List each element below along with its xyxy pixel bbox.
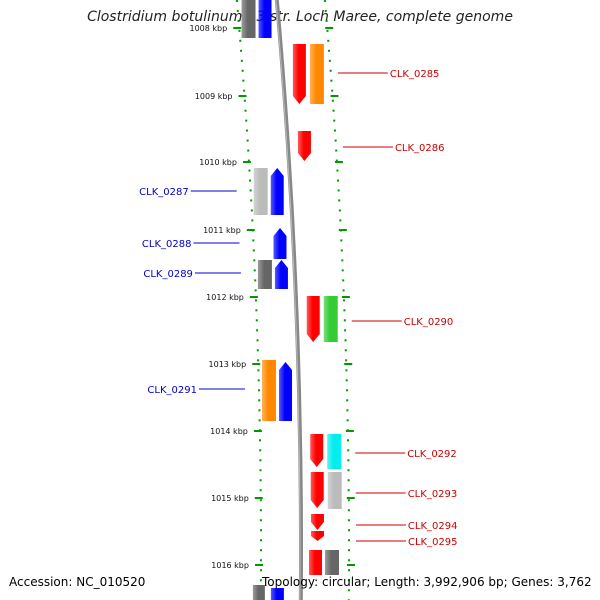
kbp-tick-label: 1015 kbp	[211, 494, 249, 503]
kbp-tick-label: 1011 kbp	[203, 226, 241, 235]
forward-gene-block	[306, 296, 320, 342]
gene-label-clk_0290: CLK_0290	[404, 317, 454, 328]
gene-label-clk_0289: CLK_0289	[143, 269, 193, 280]
gene-label-clk_0287: CLK_0287	[139, 187, 189, 198]
forward-gene-block	[310, 472, 324, 508]
genome-backbone-highlight	[275, 0, 301, 600]
map-title: Clostridium botulinum A3 str. Loch Maree…	[87, 9, 513, 25]
gray-gene-block	[257, 260, 272, 289]
gray-gene-block	[252, 585, 265, 600]
forward-gene-block	[310, 514, 324, 530]
gene-label-clk_0292: CLK_0292	[407, 449, 457, 460]
kbp-tick-label: 1010 kbp	[199, 158, 237, 167]
gene-label-clk_0293: CLK_0293	[408, 489, 458, 500]
gene-label-clk_0286: CLK_0286	[395, 143, 445, 154]
reverse-gene-block	[270, 168, 284, 215]
cyan-gene-block	[327, 434, 342, 469]
reverse-gene-block	[273, 228, 287, 259]
gene-label-clk_0294: CLK_0294	[408, 521, 458, 532]
reverse-gene-block	[278, 362, 292, 421]
kbp-tick-label: 1014 kbp	[210, 427, 248, 436]
gray-gene-block	[241, 0, 256, 38]
gene-label-clk_0291: CLK_0291	[147, 385, 197, 396]
genome-summary: Topology: circular; Length: 3,992,906 bp…	[262, 575, 592, 589]
forward-gene-block	[297, 131, 311, 161]
gene-label-clk_0295: CLK_0295	[408, 537, 458, 548]
right-dotted-track	[323, 0, 350, 600]
reverse-gene-block	[274, 260, 288, 289]
accession-text: Accession: NC_010520	[9, 575, 146, 589]
gray-gene-block	[324, 550, 339, 575]
reverse-gene-block	[258, 0, 272, 38]
reverse-gene-block	[270, 588, 284, 600]
kbp-tick-label: 1013 kbp	[209, 360, 247, 369]
orange-gene-block	[261, 360, 276, 421]
forward-gene-block	[310, 531, 324, 541]
orange-gene-block	[309, 44, 324, 104]
kbp-tick-label: 1008 kbp	[189, 24, 227, 33]
green-gene-block	[323, 296, 338, 342]
forward-gene-block	[310, 434, 324, 467]
kbp-tick-label: 1016 kbp	[211, 561, 249, 570]
gene-label-clk_0288: CLK_0288	[142, 239, 192, 250]
genome-backbone	[274, 0, 303, 600]
gray-gene-block	[327, 472, 342, 509]
kbp-tick-label: 1012 kbp	[206, 293, 244, 302]
gene-label-clk_0285: CLK_0285	[390, 69, 440, 80]
kbp-tick-label: 1009 kbp	[195, 92, 233, 101]
forward-gene-block	[292, 44, 306, 104]
gray-gene-block	[253, 168, 268, 215]
forward-gene-block	[308, 550, 322, 575]
left-dotted-track	[235, 0, 262, 600]
